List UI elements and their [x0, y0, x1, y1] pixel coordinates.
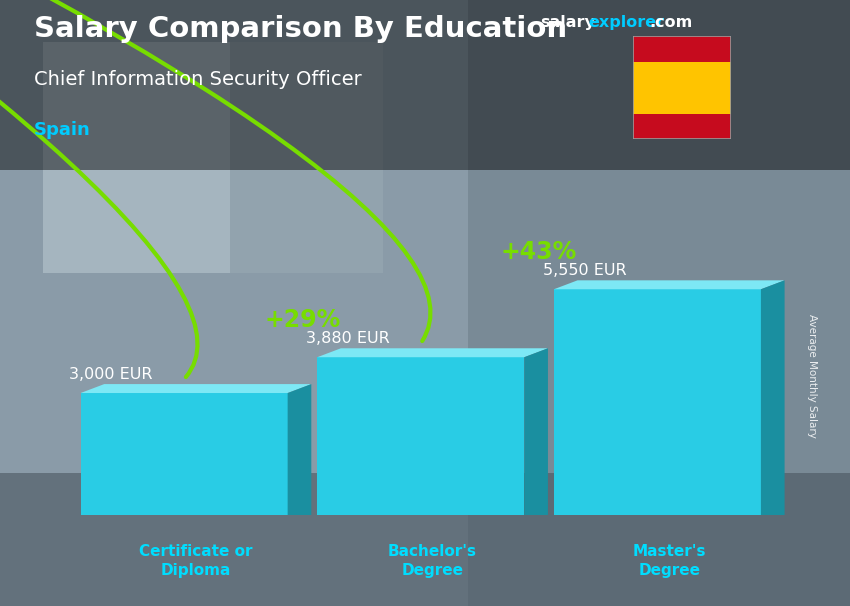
Bar: [468, 0, 850, 606]
Bar: [0, 473, 850, 606]
Text: Spain: Spain: [34, 121, 91, 139]
Text: Average Monthly Salary: Average Monthly Salary: [807, 314, 817, 438]
Polygon shape: [554, 281, 785, 289]
Polygon shape: [81, 384, 311, 393]
Polygon shape: [761, 281, 785, 515]
Text: +29%: +29%: [264, 308, 341, 332]
Bar: [633, 62, 731, 114]
Polygon shape: [287, 384, 311, 515]
Polygon shape: [554, 289, 761, 515]
Polygon shape: [317, 348, 548, 357]
Polygon shape: [524, 348, 548, 515]
Bar: [42, 42, 230, 273]
Text: salary: salary: [540, 15, 595, 30]
Bar: [0, 0, 850, 170]
Text: explorer: explorer: [588, 15, 665, 30]
Text: Certificate or
Diploma: Certificate or Diploma: [139, 544, 252, 578]
Text: +43%: +43%: [501, 240, 577, 264]
Bar: [633, 36, 731, 62]
Text: Chief Information Security Officer: Chief Information Security Officer: [34, 70, 362, 88]
Text: 3,000 EUR: 3,000 EUR: [70, 367, 153, 382]
Bar: [230, 42, 382, 273]
Text: Bachelor's
Degree: Bachelor's Degree: [388, 544, 477, 578]
Text: Salary Comparison By Education: Salary Comparison By Education: [34, 15, 567, 43]
Polygon shape: [81, 393, 287, 515]
Text: .com: .com: [649, 15, 693, 30]
Text: 5,550 EUR: 5,550 EUR: [543, 263, 626, 278]
Text: 3,880 EUR: 3,880 EUR: [306, 331, 390, 346]
Polygon shape: [317, 357, 524, 515]
Bar: [633, 114, 731, 139]
Text: Master's
Degree: Master's Degree: [632, 544, 706, 578]
